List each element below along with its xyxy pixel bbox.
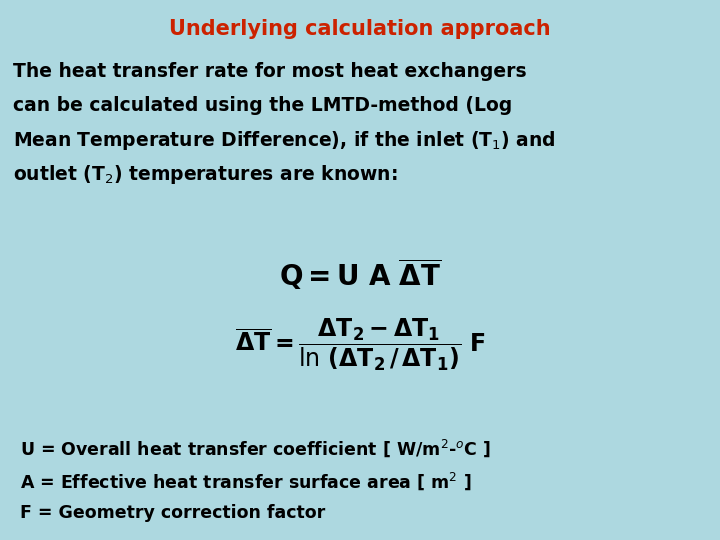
Text: U = Overall heat transfer coefficient [ W/m$^2$-$^o$C ]: U = Overall heat transfer coefficient [ … xyxy=(20,437,491,459)
Text: F = Geometry correction factor: F = Geometry correction factor xyxy=(20,504,325,522)
Text: The heat transfer rate for most heat exchangers: The heat transfer rate for most heat exc… xyxy=(13,62,526,81)
Text: $\mathbf{\overline{\Delta T} = \dfrac{\Delta T_2 - \Delta T_1}{\ln\,(\Delta T_2\: $\mathbf{\overline{\Delta T} = \dfrac{\D… xyxy=(235,316,485,373)
Text: $\mathbf{Q = U\ A\ \overline{\Delta T}}$: $\mathbf{Q = U\ A\ \overline{\Delta T}}$ xyxy=(279,256,441,292)
Text: A = Effective heat transfer surface area [ m$^2$ ]: A = Effective heat transfer surface area… xyxy=(20,471,472,492)
Text: Mean Temperature Difference), if the inlet (T$_1$) and: Mean Temperature Difference), if the inl… xyxy=(13,129,556,152)
Text: outlet (T$_2$) temperatures are known:: outlet (T$_2$) temperatures are known: xyxy=(13,163,397,186)
Text: can be calculated using the LMTD-method (Log: can be calculated using the LMTD-method … xyxy=(13,96,512,114)
Text: $\overline{\Delta T}$ = Log mean temperature difference: $\overline{\Delta T}$ = Log mean tempera… xyxy=(20,538,402,540)
Text: Underlying calculation approach: Underlying calculation approach xyxy=(169,19,551,39)
